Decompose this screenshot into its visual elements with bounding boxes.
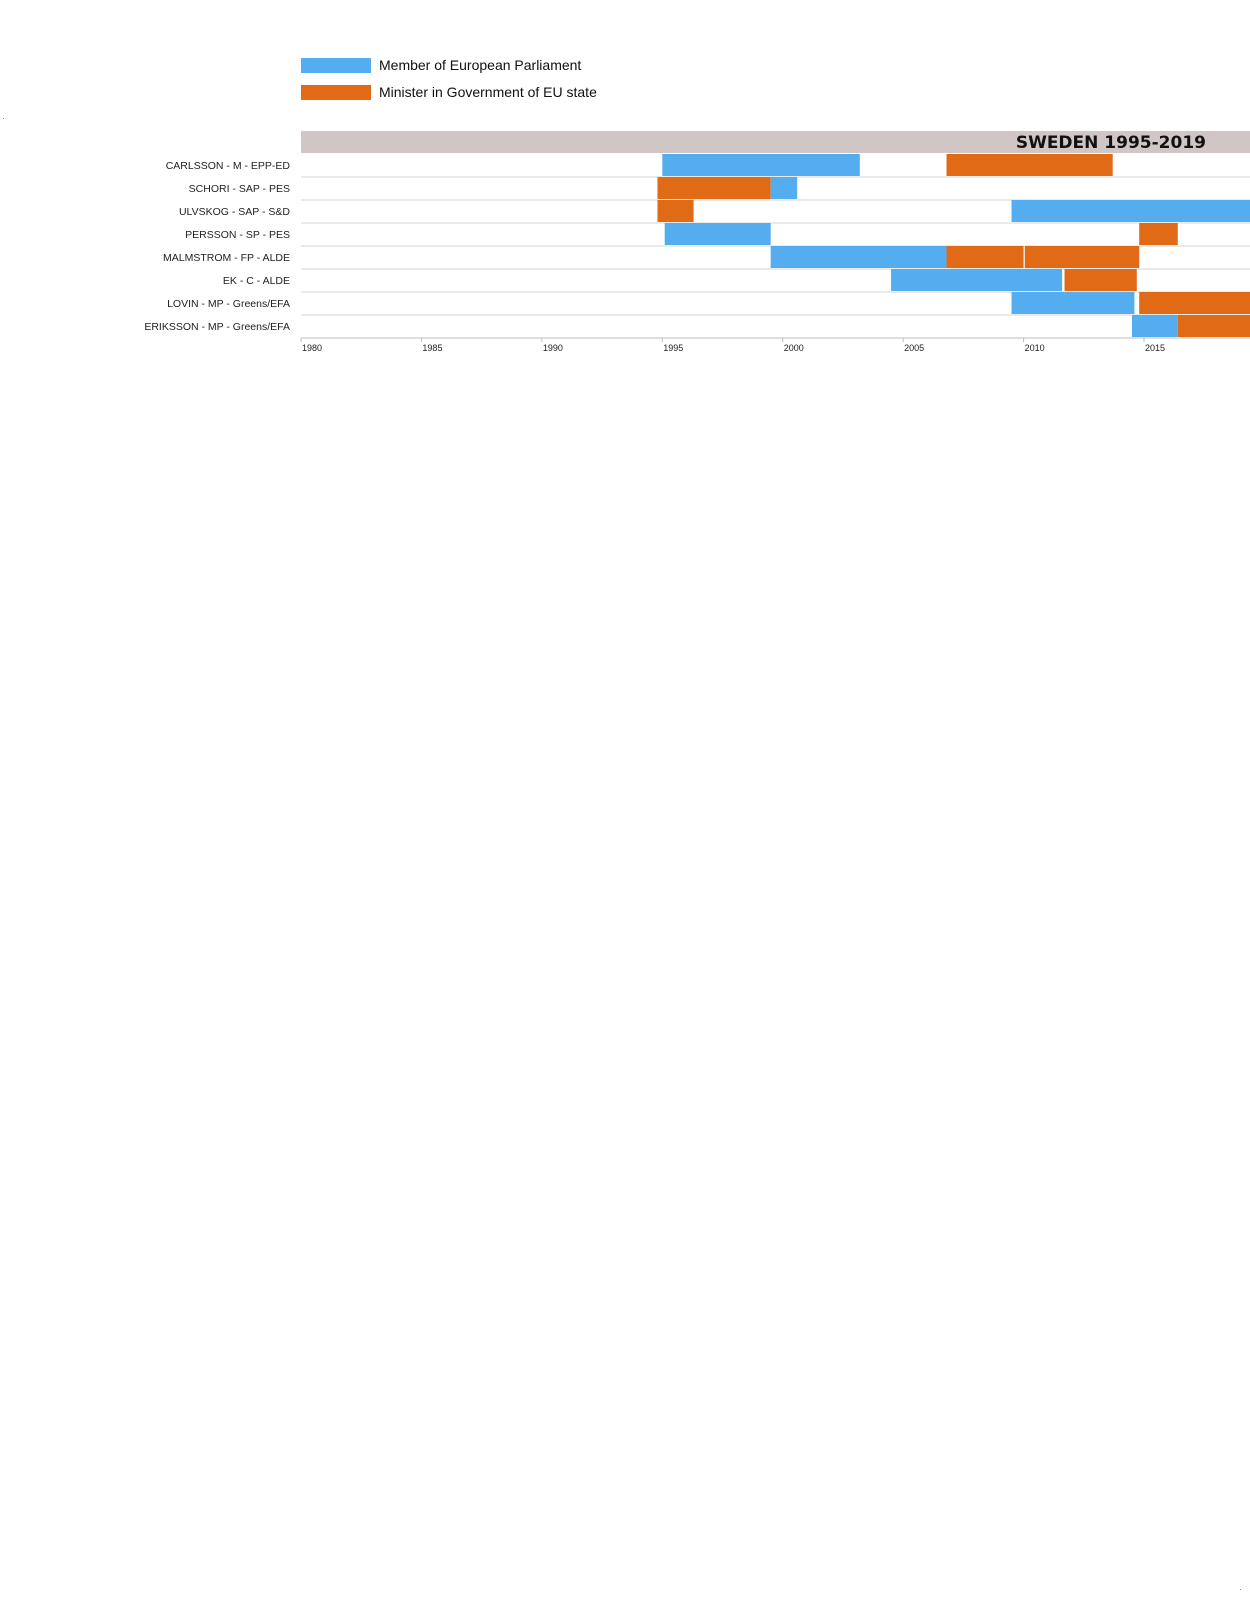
timeline-row: CARLSSON - M - EPP-ED (166, 154, 1250, 178)
minister-term-bar (657, 177, 771, 199)
row-label: PERSSON - SP - PES (185, 229, 290, 241)
mep-term-bar (770, 246, 947, 268)
x-tick-label: 2005 (904, 343, 924, 353)
timeline-row: EK - C - ALDE (223, 269, 1250, 293)
minister-term-bar (1064, 269, 1137, 291)
mep-term-bar (664, 223, 771, 245)
title-band (301, 131, 1250, 153)
x-tick-label: 2000 (784, 343, 804, 353)
timeline-row: ERIKSSON - MP - Greens/EFA (144, 315, 1250, 339)
timeline-chart: SWEDEN 1995-2019 CARLSSON - M - EPP-ED SC… (144, 131, 1250, 353)
x-tick-label: 1990 (543, 343, 563, 353)
legend-swatch-minister (301, 85, 371, 100)
row-label: MALMSTROM - FP - ALDE (163, 252, 290, 264)
legend-swatch-mep (301, 58, 371, 73)
x-axis: 1980 1985 1990 1995 2000 2005 2010 2015 (300, 337, 1250, 353)
mep-term-bar (662, 154, 860, 176)
legend-label-minister: Minister in Government of EU state (379, 84, 597, 100)
timeline-row: PERSSON - SP - PES (185, 223, 1250, 247)
timeline-row: ULVSKOG - SAP - S&D (179, 200, 1250, 224)
row-label: ULVSKOG - SAP - S&D (179, 206, 290, 218)
x-tick-label: 1995 (663, 343, 683, 353)
minister-term-bar (946, 154, 1113, 176)
timeline-row: LOVIN - MP - Greens/EFA (167, 292, 1250, 316)
mep-term-bar (891, 269, 1063, 291)
rows-layer: CARLSSON - M - EPP-ED SCHORI - SAP - PES U… (144, 154, 1250, 339)
timeline-row: MALMSTROM - FP - ALDE (163, 246, 1250, 270)
minister-term-bar (657, 200, 694, 222)
corner-dot-top-left (3, 118, 4, 119)
minister-term-bar (1177, 315, 1250, 337)
mep-term-bar (1131, 315, 1178, 337)
corner-dot-bottom-right (1240, 1589, 1241, 1590)
row-label: LOVIN - MP - Greens/EFA (167, 298, 290, 310)
row-label: SCHORI - SAP - PES (189, 183, 290, 195)
row-label: CARLSSON - M - EPP-ED (166, 160, 291, 172)
x-tick-label: 1985 (422, 343, 442, 353)
mep-term-bar (770, 177, 798, 199)
minister-term-bar (1139, 223, 1178, 245)
mep-term-bar (1011, 200, 1250, 222)
mep-term-bar (1011, 292, 1135, 314)
chart-title: SWEDEN 1995-2019 (1016, 133, 1206, 153)
x-tick-label: 2015 (1145, 343, 1165, 353)
timeline-row: SCHORI - SAP - PES (189, 177, 1250, 201)
x-tick-label: 1980 (302, 343, 322, 353)
minister-term-bar (1139, 292, 1250, 314)
minister-term-bar (1024, 246, 1140, 268)
legend-label-mep: Member of European Parliament (379, 57, 582, 73)
row-label: ERIKSSON - MP - Greens/EFA (144, 321, 290, 333)
minister-term-bar (946, 246, 1024, 268)
row-label: EK - C - ALDE (223, 275, 290, 287)
x-tick-label: 2010 (1025, 343, 1045, 353)
